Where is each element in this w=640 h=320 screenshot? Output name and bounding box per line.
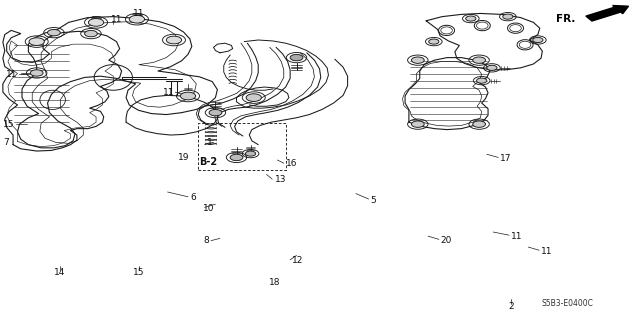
Text: 11: 11 [541,247,552,256]
Circle shape [230,154,243,161]
Text: 15: 15 [3,120,14,129]
Text: 13: 13 [275,175,286,184]
Circle shape [29,38,44,45]
Text: 10: 10 [203,204,214,213]
Circle shape [473,121,486,127]
Text: 16: 16 [285,159,297,168]
Circle shape [466,16,476,21]
Circle shape [30,70,43,76]
FancyArrow shape [586,5,628,21]
Circle shape [209,109,222,116]
Text: 6: 6 [190,193,196,202]
Circle shape [129,15,145,23]
Text: 15: 15 [132,268,144,277]
Text: 11: 11 [6,70,17,79]
Circle shape [88,19,104,26]
Text: 11: 11 [163,88,174,97]
Circle shape [84,30,97,37]
Text: 12: 12 [292,256,303,265]
Circle shape [473,57,486,63]
Circle shape [47,29,60,36]
Text: 11: 11 [511,232,522,241]
Circle shape [487,65,497,70]
Text: 7: 7 [3,138,9,147]
Text: 5: 5 [371,196,376,204]
Text: 20: 20 [441,236,452,245]
Circle shape [180,92,196,100]
Text: FR.: FR. [556,13,575,24]
Text: B-2: B-2 [200,156,218,167]
Text: 11: 11 [133,9,145,18]
Circle shape [246,94,261,101]
Text: 8: 8 [204,236,209,245]
Text: 1: 1 [207,138,212,147]
Circle shape [412,121,424,127]
Circle shape [503,14,513,19]
Text: 19: 19 [179,153,190,162]
Circle shape [532,37,543,43]
Circle shape [290,54,303,61]
Text: S5B3-E0400C: S5B3-E0400C [541,299,593,308]
Circle shape [429,39,439,44]
Text: 18: 18 [269,278,280,287]
Circle shape [246,151,255,156]
Text: 11: 11 [111,15,122,24]
Circle shape [477,78,487,83]
Text: 2: 2 [508,302,514,311]
Text: 14: 14 [54,268,65,277]
Circle shape [166,36,182,44]
Text: 17: 17 [500,154,511,163]
Circle shape [412,57,424,63]
